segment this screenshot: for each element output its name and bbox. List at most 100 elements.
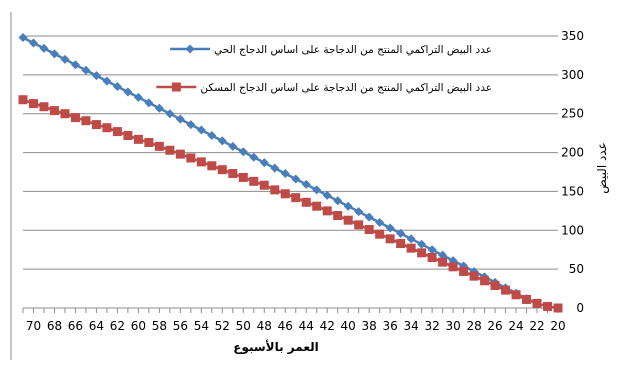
y-tick-label: 200 — [561, 146, 584, 160]
data-point-diamond — [259, 158, 269, 168]
data-point-diamond — [427, 245, 437, 255]
data-point-square — [49, 106, 59, 116]
data-point-diamond — [39, 43, 49, 53]
data-point-square — [165, 145, 175, 155]
x-tick-label: 20 — [550, 319, 565, 333]
data-point-square — [186, 153, 196, 163]
x-tick-label: 66 — [68, 319, 83, 333]
y-tick-label: 50 — [569, 262, 584, 276]
data-point-square — [396, 238, 406, 248]
x-tick-label: 44 — [299, 319, 314, 333]
legend-marker-diamond — [185, 44, 195, 54]
data-point-diamond — [291, 174, 301, 184]
x-tick-label: 48 — [257, 319, 272, 333]
data-point-square — [417, 248, 427, 258]
x-tick-label: 62 — [110, 319, 125, 333]
data-point-square — [459, 266, 469, 276]
data-point-diamond — [112, 82, 122, 92]
data-point-diamond — [91, 71, 101, 81]
data-point-square — [207, 161, 217, 171]
data-point-square — [144, 137, 154, 147]
data-point-diamond — [18, 33, 28, 43]
x-tick-label: 58 — [152, 319, 167, 333]
data-point-diamond — [249, 152, 259, 162]
data-point-square — [280, 189, 290, 199]
x-tick-label: 52 — [215, 319, 230, 333]
data-point-square — [196, 157, 206, 167]
data-point-square — [490, 280, 500, 290]
x-tick-label: 40 — [341, 319, 356, 333]
data-point-diamond — [123, 87, 133, 97]
data-point-square — [70, 113, 80, 123]
legend-label-1: عدد البيض التراكمي المنتج من الدجاجة على… — [214, 44, 492, 56]
data-point-square — [270, 185, 280, 195]
data-point-square — [81, 116, 91, 126]
data-point-square — [532, 298, 542, 308]
data-point-diamond — [301, 179, 311, 189]
data-point-square — [343, 215, 353, 225]
x-tick-label: 38 — [362, 319, 377, 333]
y-axis-title: عدد البيض — [595, 142, 610, 194]
data-point-square — [385, 234, 395, 244]
data-point-diamond — [228, 141, 238, 151]
x-tick-label: 54 — [194, 319, 209, 333]
series-lines — [18, 33, 563, 313]
data-point-diamond — [396, 228, 406, 238]
x-tick-label: 24 — [508, 319, 523, 333]
data-point-diamond — [102, 76, 112, 86]
x-tick-label: 56 — [173, 319, 188, 333]
data-point-diamond — [165, 109, 175, 119]
legend-label-2: عدد البيض التراكمي المنتج من الدجاجة على… — [200, 82, 492, 94]
data-point-square — [123, 130, 133, 140]
x-tick-label: 22 — [529, 319, 544, 333]
data-point-square — [175, 149, 185, 159]
data-point-square — [322, 206, 332, 216]
data-point-diamond — [28, 38, 38, 48]
data-point-square — [333, 211, 343, 221]
data-point-diamond — [270, 163, 280, 173]
data-point-square — [217, 165, 227, 175]
data-point-square — [39, 102, 49, 112]
data-point-square — [364, 225, 374, 235]
data-point-square — [522, 294, 532, 304]
x-axis-title: العمر بالأسبوع — [233, 339, 318, 355]
data-point-diamond — [333, 196, 343, 206]
data-point-square — [375, 229, 385, 239]
x-tick-label: 26 — [487, 319, 502, 333]
x-tick-label: 36 — [383, 319, 398, 333]
axes: 0 50 100 150 200 250 300 350 20 22 24 26 28 30 32 34 36 3… — [10, 12, 584, 360]
data-point-diamond — [438, 250, 448, 260]
data-point-square — [91, 120, 101, 130]
data-point-square — [480, 276, 490, 286]
x-tick-label: 70 — [26, 319, 41, 333]
data-point-square — [438, 257, 448, 267]
data-point-diamond — [312, 185, 322, 195]
data-point-square — [406, 243, 416, 253]
data-point-diamond — [196, 125, 206, 135]
data-point-diamond — [238, 147, 248, 157]
y-tick-label: 0 — [576, 301, 584, 315]
x-tick-label: 30 — [445, 319, 460, 333]
gridlines — [23, 35, 558, 270]
x-tick-label: 68 — [47, 319, 62, 333]
x-tick-label: 42 — [320, 319, 335, 333]
data-point-square — [291, 193, 301, 203]
data-point-diamond — [354, 207, 364, 217]
data-point-square — [511, 290, 521, 300]
data-point-square — [238, 172, 248, 182]
data-point-diamond — [144, 98, 154, 108]
data-point-diamond — [175, 114, 185, 124]
data-point-square — [259, 180, 269, 190]
data-point-diamond — [49, 49, 59, 59]
data-point-square — [469, 271, 479, 281]
data-point-square — [312, 201, 322, 211]
data-point-diamond — [375, 218, 385, 228]
data-point-square — [543, 301, 553, 311]
x-tick-label: 28 — [466, 319, 481, 333]
series-line-2 — [22, 98, 559, 310]
data-point-square — [249, 176, 259, 186]
data-point-square — [18, 95, 28, 105]
data-point-diamond — [154, 103, 164, 113]
y-tick-label: 300 — [561, 68, 584, 82]
